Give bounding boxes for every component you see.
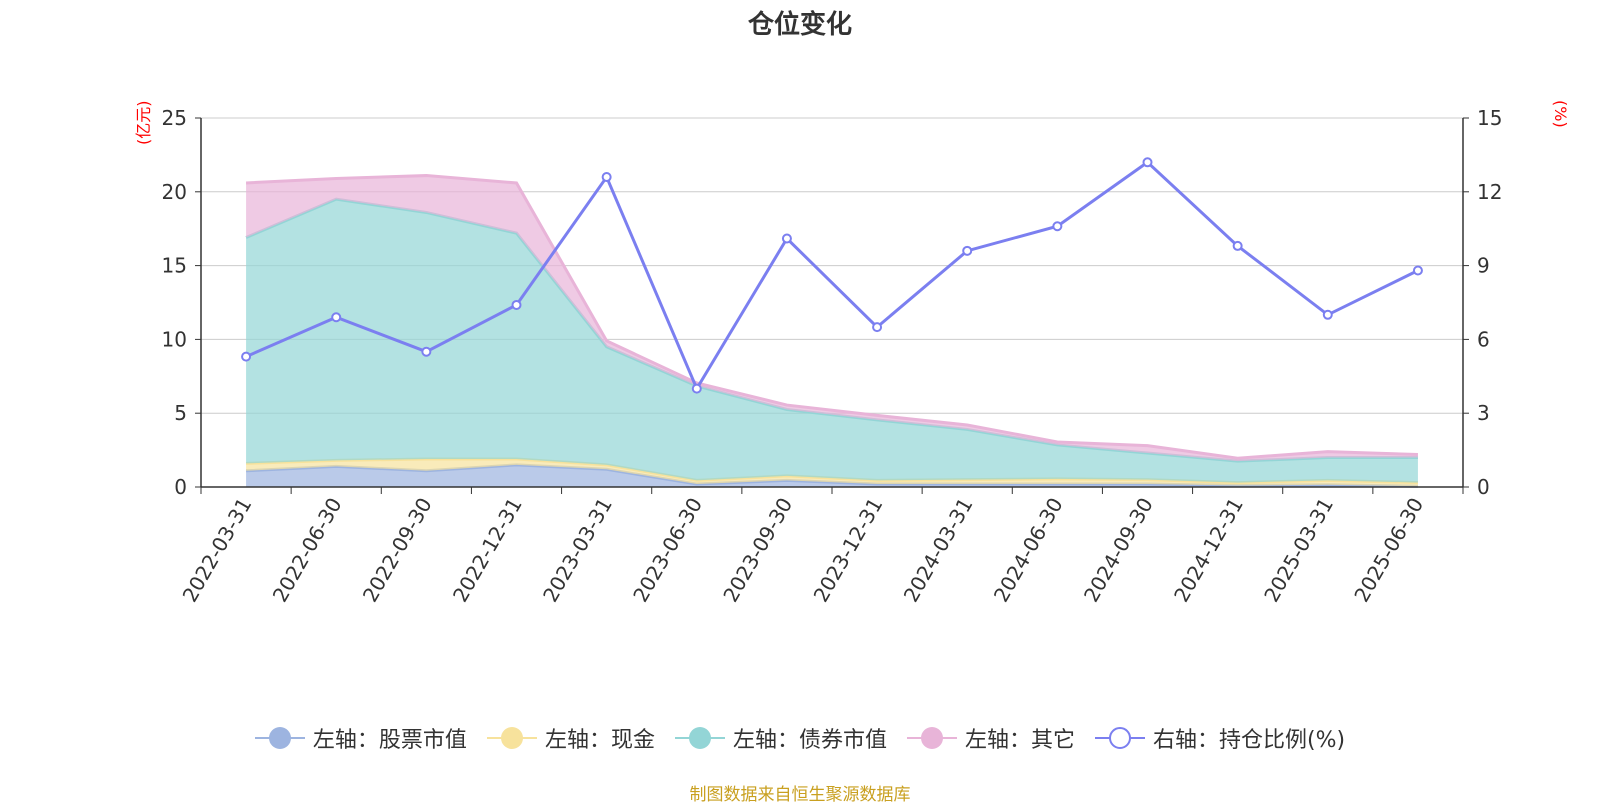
legend-item-other[interactable]: 左轴：其它 [906, 722, 1075, 754]
left-axis-tick-label: 15 [162, 254, 187, 278]
area-3 [246, 175, 1418, 462]
chart-title: 仓位变化 [747, 10, 852, 40]
x-axis-tick-label: 2023-06-30 [628, 494, 707, 607]
legend-swatch-bond [674, 724, 725, 752]
left-axis-tick-label: 10 [162, 327, 187, 351]
ratio-point [1052, 221, 1063, 232]
legend: 左轴：股票市值 左轴：现金 左轴：债券市值 左轴：其它 右轴：持仓比例(%) [0, 722, 1600, 754]
ratio-point [331, 312, 342, 323]
x-axis-tick-label: 2024-12-31 [1169, 494, 1248, 607]
legend-swatch-stock [254, 724, 305, 752]
x-axis-tick-label: 2025-06-30 [1349, 494, 1428, 607]
x-axis-tick-label: 2023-12-31 [808, 494, 887, 607]
ratio-point [511, 299, 522, 310]
source-note: 制图数据来自恒生聚源数据库 [689, 785, 911, 805]
right-axis-tick-label: 12 [1477, 180, 1502, 204]
x-axis-tick-label: 2022-12-31 [448, 494, 527, 607]
legend-label-stock: 左轴：股票市值 [312, 728, 467, 753]
legend-item-cash[interactable]: 左轴：现金 [486, 722, 655, 754]
left-axis-tick-label: 20 [162, 180, 187, 204]
left-axis-tick-label: 5 [174, 401, 187, 425]
ratio-point [421, 346, 432, 357]
x-axis-tick-label: 2023-09-30 [718, 494, 797, 607]
right-axis-tick-label: 3 [1477, 401, 1490, 425]
x-axis-tick-label: 2022-09-30 [358, 494, 437, 607]
legend-swatch-ratio [1094, 724, 1145, 752]
x-axis-tick-label: 2024-09-30 [1079, 494, 1158, 607]
x-axis-tick-label: 2024-06-30 [989, 494, 1068, 607]
x-axis-tick-label: 2022-06-30 [268, 494, 347, 607]
ratio-line [245, 160, 1419, 392]
legend-label-cash: 左轴：现金 [544, 728, 655, 753]
left-axis-tick-label: 25 [162, 106, 187, 130]
ratio-point [1412, 265, 1423, 276]
right-axis-tick-label: 15 [1477, 106, 1502, 130]
left-axis-tick-label: 0 [174, 475, 187, 499]
legend-label-ratio: 右轴：持仓比例(%) [1152, 728, 1346, 753]
legend-item-bond[interactable]: 左轴：债券市值 [674, 722, 887, 754]
x-axis-tick-label: 2022-03-31 [177, 494, 256, 607]
ratio-point [962, 245, 973, 256]
x-axis-tick-label: 2023-03-31 [538, 494, 617, 607]
area-edge-3 [245, 174, 1418, 460]
right-axis-tick-label: 0 [1477, 475, 1490, 499]
legend-swatch-other [906, 724, 957, 752]
ratio-point [1232, 240, 1243, 251]
area-0 [246, 464, 1418, 487]
x-axis-tick-label: 2024-03-31 [899, 494, 978, 607]
area-2 [246, 199, 1418, 483]
right-axis-tick-label: 6 [1477, 327, 1490, 351]
x-axis-tick-label: 2025-03-31 [1259, 494, 1338, 607]
legend-label-bond: 左轴：债券市值 [732, 728, 887, 753]
legend-item-stock[interactable]: 左轴：股票市值 [254, 722, 467, 754]
area-1 [246, 458, 1418, 487]
ratio-point [1322, 309, 1333, 320]
ratio-point [781, 233, 792, 244]
right-axis-tick-label: 9 [1477, 254, 1490, 278]
ratio-point [1142, 157, 1153, 168]
ratio-point [691, 383, 702, 394]
legend-label-other: 左轴：其它 [964, 728, 1075, 753]
ratio-point [601, 172, 612, 183]
ratio-point [241, 351, 252, 362]
legend-swatch-cash [486, 724, 537, 752]
ratio-point [872, 322, 883, 333]
legend-item-ratio[interactable]: 右轴：持仓比例(%) [1094, 722, 1346, 754]
